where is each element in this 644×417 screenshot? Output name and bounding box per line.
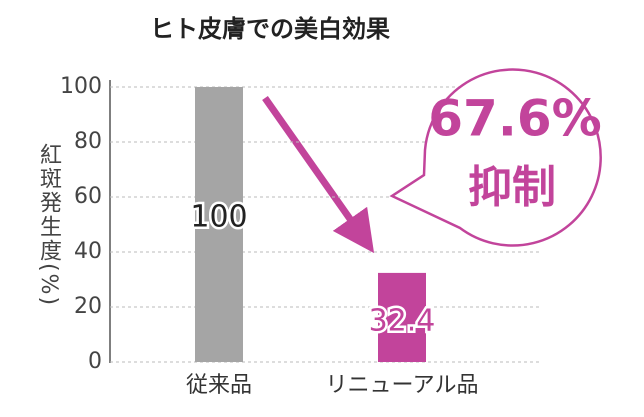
- y-tick-label: 100: [60, 74, 102, 99]
- annotation-value: 67.6%: [428, 90, 601, 148]
- chart-title: ヒト皮膚での美白効果: [150, 15, 390, 43]
- speech-bubble: [389, 68, 602, 247]
- bar: [195, 87, 243, 362]
- y-tick-label: 0: [88, 349, 102, 374]
- y-tick-label: 60: [74, 184, 102, 209]
- y-tick-label: 40: [74, 239, 102, 264]
- y-tick-label: 80: [74, 129, 102, 154]
- value-label: 32.4: [369, 304, 436, 339]
- y-tick-label: 20: [74, 294, 102, 319]
- x-tick-label: リニューアル品: [326, 373, 479, 398]
- arrow: [262, 95, 375, 254]
- y-axis-label: 紅斑発生度(%): [36, 143, 62, 307]
- value-label: 100: [190, 200, 247, 235]
- x-tick-label: 従来品: [186, 373, 252, 398]
- annotation-text: 抑制: [468, 162, 556, 213]
- bar: [378, 272, 426, 362]
